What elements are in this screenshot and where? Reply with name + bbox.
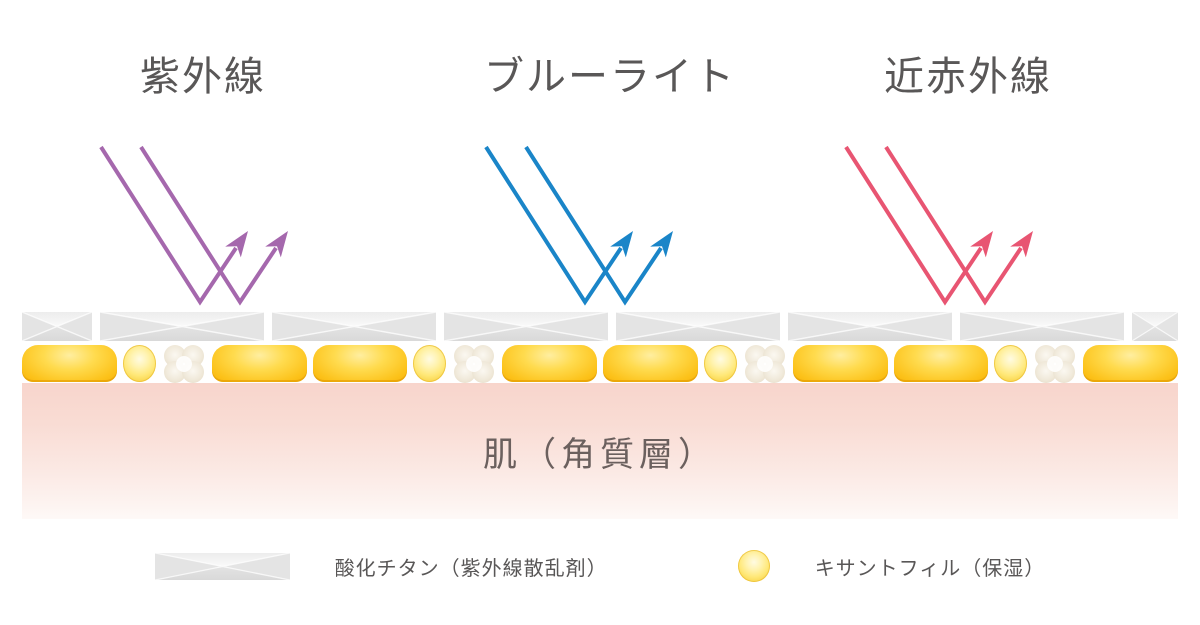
legend-label-xanthophyll: キサントフィル（保湿）: [814, 557, 1046, 580]
titanium-tile-icon: [960, 312, 1124, 341]
oil-lozenge-icon: [1083, 345, 1178, 382]
xanthophyll-circle-icon: [122, 345, 156, 382]
oil-lozenge-icon: [211, 345, 307, 382]
xanthophyll-pattern-group: [312, 344, 597, 384]
legend-label-titanium: 酸化チタン（紫外線散乱剤）: [334, 557, 608, 580]
titanium-tile-icon: [444, 312, 608, 341]
titanium-tile-icon: [616, 312, 780, 341]
xanthophyll-layer: [22, 344, 1178, 384]
near-infrared-ray-label: 近赤外線: [884, 55, 1052, 99]
clover-particle-icon: [743, 344, 787, 384]
legend-item-xanthophyll: キサントフィル（保湿）: [737, 550, 1046, 582]
oil-lozenge-icon: [502, 345, 597, 382]
xanthophyll-circle-icon: [413, 345, 447, 382]
titanium-tile-icon: [272, 312, 436, 341]
xanthophyll-pattern-group: [893, 344, 1178, 384]
xanthophyll-pattern-group: [603, 344, 888, 384]
skin-stratum-corneum-band: 肌（角質層）: [22, 383, 1178, 519]
oil-lozenge-icon: [792, 345, 888, 382]
blue-light-ray-label: ブルーライト: [484, 55, 736, 99]
xanthophyll-circle-icon: [994, 345, 1028, 382]
titanium-tile-icon: [22, 312, 92, 341]
xanthophyll-circle-icon: [703, 345, 737, 382]
legend: 酸化チタン（紫外線散乱剤） キサントフィル（保湿）: [0, 550, 1200, 582]
xanthophyll-pattern-group: [22, 344, 307, 384]
oil-lozenge-icon: [893, 345, 989, 382]
clover-particle-icon: [452, 344, 496, 384]
legend-item-titanium: 酸化チタン（紫外線散乱剤）: [154, 552, 608, 581]
uv-reflection-arrows-icon: [99, 145, 314, 310]
blue-light-reflection-arrows-icon: [484, 145, 699, 310]
clover-particle-icon: [162, 344, 206, 384]
xanthophyll-circle-swatch-icon: [737, 550, 770, 582]
oil-lozenge-icon: [312, 345, 408, 382]
titanium-tile-icon: [100, 312, 264, 341]
oil-lozenge-icon: [603, 345, 698, 382]
titanium-tile-icon: [788, 312, 952, 341]
near-infrared-reflection-arrows-icon: [844, 145, 1059, 310]
titanium-tile-icon: [1132, 312, 1178, 341]
titanium-tile-swatch-icon: [154, 552, 290, 580]
titanium-oxide-layer: [22, 312, 1178, 341]
clover-particle-icon: [1033, 344, 1077, 384]
skin-label: 肌（角質層）: [483, 435, 717, 474]
uv-ray-label: 紫外線: [140, 55, 266, 99]
oil-lozenge-icon: [22, 345, 117, 382]
